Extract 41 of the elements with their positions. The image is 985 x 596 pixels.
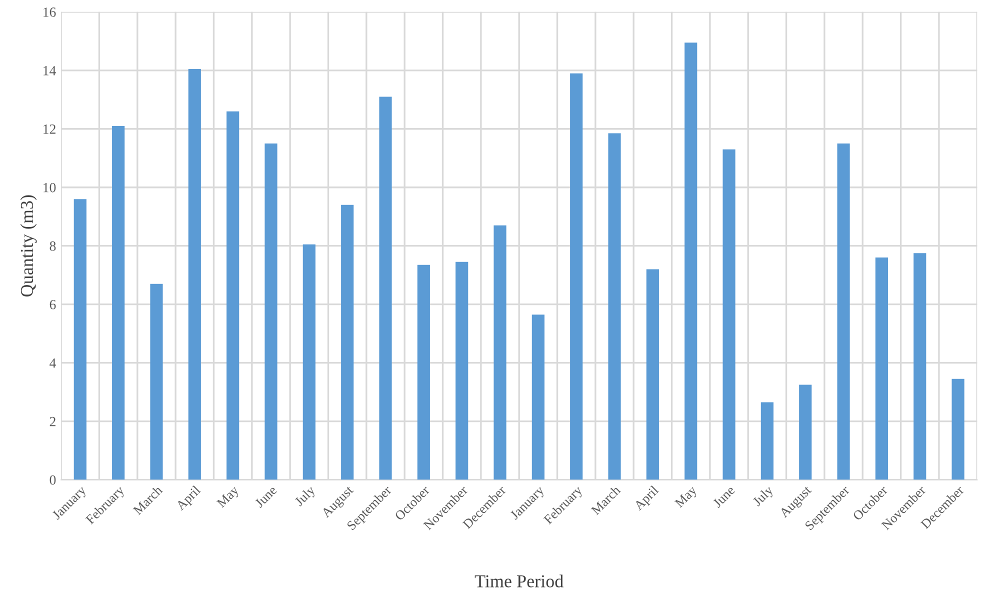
bar: [264, 144, 278, 480]
bar: [722, 149, 736, 480]
bar: [188, 68, 201, 480]
bar: [570, 73, 583, 480]
y-tick-label: 4: [50, 358, 56, 368]
x-tick-label: May: [216, 485, 242, 510]
x-tick-label: May: [674, 485, 700, 510]
bar: [799, 384, 812, 480]
x-tick-label: June: [254, 485, 278, 508]
bar: [226, 111, 240, 480]
bar: [646, 269, 659, 480]
y-tick-label: 16: [44, 8, 56, 17]
y-axis-title: Quantity (m3): [20, 195, 37, 297]
y-tick-label: 10: [44, 182, 56, 192]
bar: [760, 402, 774, 480]
bar: [952, 378, 964, 480]
bar: [302, 244, 316, 480]
bar: [914, 253, 926, 480]
bar: [112, 126, 125, 480]
y-tick-label: 14: [44, 66, 56, 76]
bar: [456, 262, 468, 480]
bar: [608, 133, 621, 480]
bar: [379, 96, 392, 480]
bar: [684, 42, 698, 480]
bar: [837, 144, 850, 480]
y-tick-label: 2: [50, 416, 56, 426]
x-tick-label: June: [712, 485, 736, 508]
y-tick-label: 6: [50, 300, 56, 310]
y-tick-label: 8: [50, 241, 56, 251]
bar: [494, 225, 506, 480]
bar: [532, 314, 544, 480]
bar: [341, 204, 354, 480]
bar: [417, 264, 430, 480]
x-tick-label: July: [752, 484, 776, 508]
x-tick-label: July: [294, 484, 318, 508]
y-tick-label: 12: [44, 124, 56, 134]
y-tick-label: 0: [50, 475, 56, 485]
bar: [74, 199, 86, 480]
bar: [150, 284, 163, 480]
bar: [875, 258, 888, 480]
x-axis-title: Time Period: [474, 574, 564, 588]
